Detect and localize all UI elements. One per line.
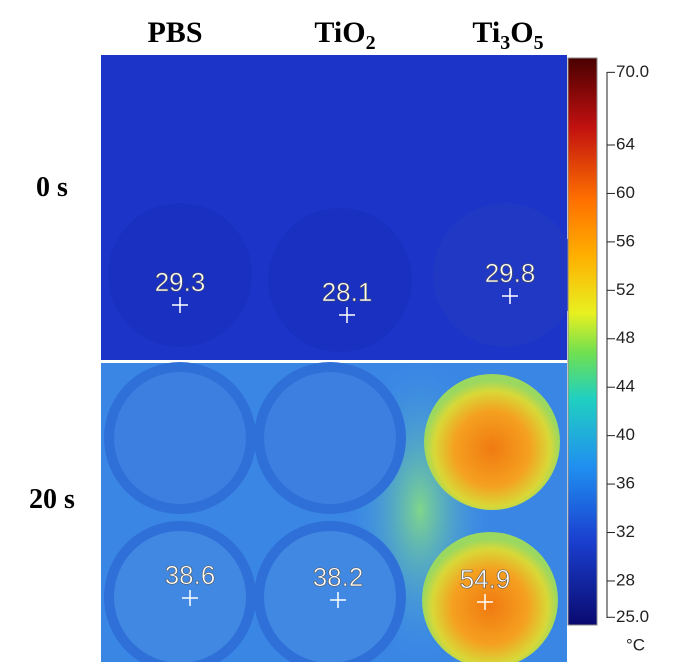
colorbar-tick-label: 70.0 [616, 62, 649, 81]
colorbar [568, 58, 597, 625]
colorbar-tick-label: 64 [616, 134, 635, 153]
colorbar-tick-label: 28 [616, 570, 635, 589]
temperature-reading: 29.3 [155, 267, 206, 297]
column-label: Ti3O5 [472, 16, 543, 54]
page: PBSTiO2Ti3O50 s20 s29.328.129.838.638.25… [0, 0, 683, 662]
colorbar-unit: °C [626, 635, 645, 654]
figure: PBSTiO2Ti3O50 s20 s29.328.129.838.638.25… [0, 0, 683, 662]
colorbar-tick-label: 36 [616, 474, 635, 493]
temperature-reading: 38.6 [165, 560, 216, 590]
subscript: 5 [534, 32, 544, 54]
temperature-reading: 29.8 [485, 258, 536, 288]
colorbar-tick-label: 48 [616, 328, 635, 347]
colorbar-tick-label: 25.0 [616, 607, 649, 626]
temperature-reading: 38.2 [313, 562, 364, 592]
colorbar-tick-label: 40 [616, 425, 635, 444]
label-part: TiO [314, 16, 365, 49]
label-part: O [510, 16, 533, 49]
label-part: PBS [147, 16, 202, 49]
label-part: Ti [472, 16, 500, 49]
colorbar-tick-label: 32 [616, 522, 635, 541]
column-label: TiO2 [314, 16, 375, 54]
subscript: 2 [366, 32, 376, 54]
colorbar-tick-label: 56 [616, 231, 635, 250]
temperature-reading: 54.9 [460, 564, 511, 594]
colorbar-tick-label: 44 [616, 377, 635, 396]
column-label: PBS [147, 16, 202, 49]
subscript: 3 [500, 32, 510, 54]
colorbar-tick-label: 52 [616, 280, 635, 299]
row-label: 20 s [29, 484, 75, 515]
temperature-reading: 28.1 [322, 277, 373, 307]
thermal-bottom [101, 360, 567, 662]
row-label: 0 s [36, 172, 68, 203]
colorbar-tick-label: 60 [616, 183, 635, 202]
